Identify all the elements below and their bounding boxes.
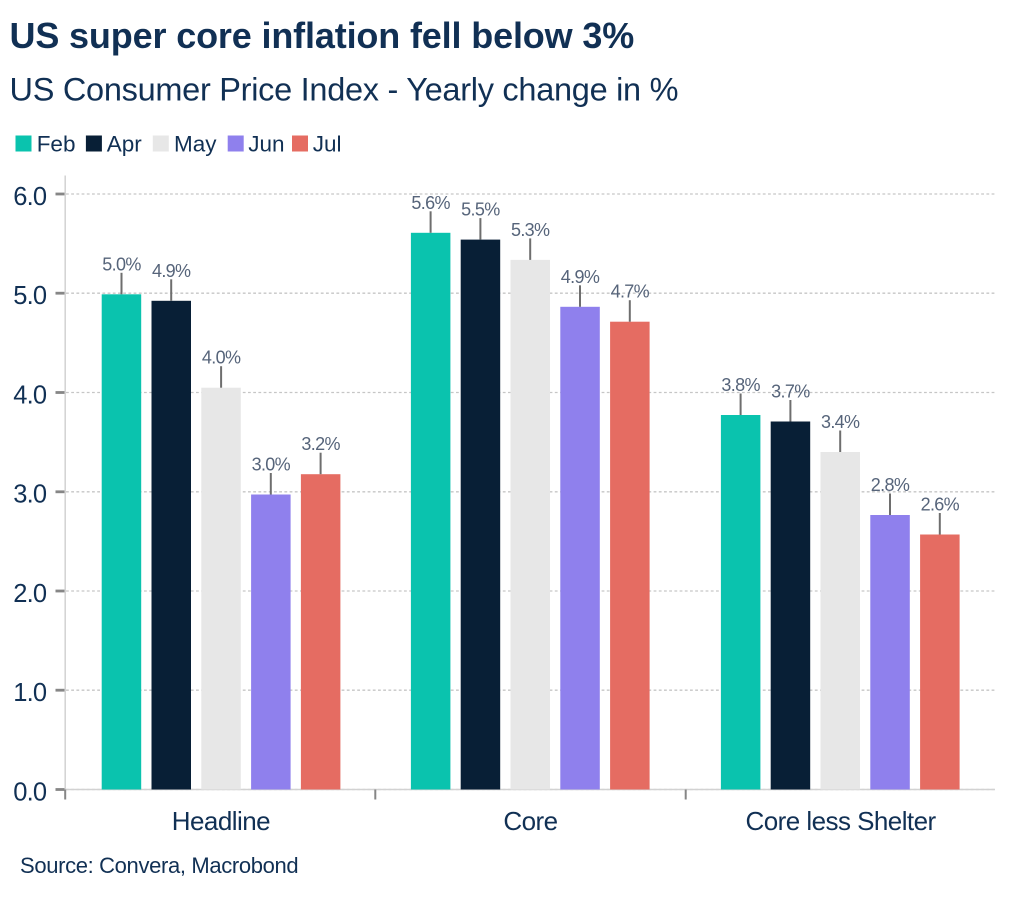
svg-text:Feb: Feb: [37, 132, 76, 157]
svg-text:US super core inflation fell b: US super core inflation fell below 3%: [10, 15, 635, 56]
svg-text:Core less Shelter: Core less Shelter: [746, 806, 937, 836]
svg-text:2.0: 2.0: [13, 580, 47, 608]
svg-text:4.0%: 4.0%: [202, 348, 241, 368]
svg-text:0.0: 0.0: [13, 778, 47, 806]
svg-text:Jul: Jul: [313, 132, 342, 157]
svg-text:May: May: [174, 132, 217, 157]
svg-text:Source: Convera, Macrobond: Source: Convera, Macrobond: [20, 853, 298, 878]
svg-text:Jun: Jun: [248, 132, 284, 157]
svg-text:3.7%: 3.7%: [771, 382, 810, 402]
svg-text:5.6%: 5.6%: [411, 193, 450, 213]
svg-text:3.0%: 3.0%: [252, 455, 291, 475]
svg-text:Core: Core: [503, 806, 557, 836]
svg-text:5.5%: 5.5%: [461, 200, 500, 220]
svg-text:Headline: Headline: [172, 806, 270, 836]
svg-text:2.8%: 2.8%: [871, 475, 910, 495]
svg-text:3.8%: 3.8%: [721, 375, 760, 395]
svg-text:3.0: 3.0: [13, 481, 47, 509]
svg-text:4.0: 4.0: [13, 381, 47, 409]
svg-text:5.0%: 5.0%: [102, 254, 141, 274]
svg-text:4.9%: 4.9%: [561, 267, 600, 287]
svg-text:5.0: 5.0: [13, 282, 47, 310]
svg-text:Apr: Apr: [107, 132, 143, 157]
svg-text:1.0: 1.0: [13, 679, 47, 707]
svg-text:4.9%: 4.9%: [152, 261, 191, 281]
svg-text:US Consumer Price Index - Year: US Consumer Price Index - Yearly change …: [10, 72, 679, 108]
svg-text:6.0: 6.0: [13, 183, 47, 211]
svg-text:3.2%: 3.2%: [301, 434, 340, 454]
svg-text:5.3%: 5.3%: [511, 220, 550, 240]
svg-text:3.4%: 3.4%: [821, 412, 860, 432]
svg-text:2.6%: 2.6%: [921, 495, 960, 515]
svg-text:4.7%: 4.7%: [611, 282, 650, 302]
